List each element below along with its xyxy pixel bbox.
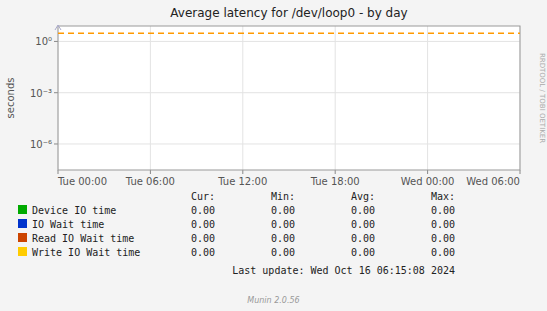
grid-line-x	[242, 26, 243, 170]
last-update: Last update: Wed Oct 16 06:15:08 2024	[232, 265, 455, 276]
table-cell: 0.00	[351, 247, 375, 258]
table-cell: 0.00	[271, 219, 295, 230]
table-cell: 0.00	[271, 233, 295, 244]
table-cell: 0.00	[191, 247, 215, 258]
legend-swatch	[18, 247, 27, 256]
plot-area	[58, 26, 520, 170]
y-axis-label: seconds	[5, 78, 16, 119]
x-tick-label: Tue 18:00	[310, 176, 360, 187]
legend-swatch	[18, 219, 27, 228]
x-tick	[427, 170, 428, 174]
x-tick-label: Wed 06:00	[466, 176, 520, 187]
table-cell: 0.00	[431, 233, 455, 244]
table-header: Avg:	[351, 191, 375, 202]
x-tick	[150, 170, 151, 174]
table-cell: 0.00	[191, 219, 215, 230]
legend-entry: Device IO time	[32, 205, 116, 216]
side-label: RRDTOOL / TOBI OETIKER	[538, 53, 546, 143]
legend-entry: IO Wait time	[32, 219, 104, 230]
table-header: Cur:	[191, 191, 215, 202]
table-cell: 0.00	[191, 233, 215, 244]
x-tick	[58, 170, 59, 174]
table-cell: 0.00	[271, 205, 295, 216]
axis-arrow	[55, 25, 61, 30]
grid	[58, 26, 520, 170]
background	[0, 0, 547, 311]
table-header: Max:	[431, 191, 455, 202]
x-tick	[242, 170, 243, 174]
y-tick-label: 10⁻⁶	[30, 139, 52, 150]
x-tick-label: Tue 00:00	[57, 176, 107, 187]
y-tick	[54, 92, 58, 93]
x-tick-label: Tue 12:00	[217, 176, 267, 187]
table-cell: 0.00	[431, 219, 455, 230]
reference-line	[58, 32, 520, 34]
data-layer	[58, 33, 520, 34]
legend-entry: Write IO Wait time	[32, 247, 140, 258]
grid-line-y	[58, 41, 520, 42]
y-tick	[54, 41, 58, 42]
x-tick-label: Wed 00:00	[401, 176, 455, 187]
table-cell: 0.00	[191, 205, 215, 216]
legend-swatch	[18, 233, 27, 242]
table-cell: 0.00	[351, 205, 375, 216]
legend-entry: Read IO Wait time	[32, 233, 134, 244]
chart: Average latency for /dev/loop0 - by day 1…	[0, 0, 547, 311]
x-tick-label: Tue 06:00	[125, 176, 175, 187]
y-tick-label: 10⁻³	[30, 88, 52, 99]
table-cell: 0.00	[431, 247, 455, 258]
table-cell: 0.00	[271, 247, 295, 258]
grid-line-y	[58, 143, 520, 144]
table-cell: 0.00	[431, 205, 455, 216]
title: Average latency for /dev/loop0 - by day	[170, 6, 407, 20]
grid-line-x	[427, 26, 428, 170]
y-tick	[54, 143, 58, 144]
x-tick	[335, 170, 336, 174]
y-tick-label: 10⁰	[35, 36, 52, 47]
plot-frame	[58, 26, 520, 170]
watermark: Munin 2.0.56	[247, 296, 299, 305]
grid-line-y	[58, 92, 520, 93]
legend-swatch	[18, 205, 27, 214]
x-tick	[520, 170, 521, 174]
grid-line-x	[335, 26, 336, 170]
table-header: Min:	[271, 191, 295, 202]
grid-line-x	[150, 26, 151, 170]
table-cell: 0.00	[351, 233, 375, 244]
table-cell: 0.00	[351, 219, 375, 230]
